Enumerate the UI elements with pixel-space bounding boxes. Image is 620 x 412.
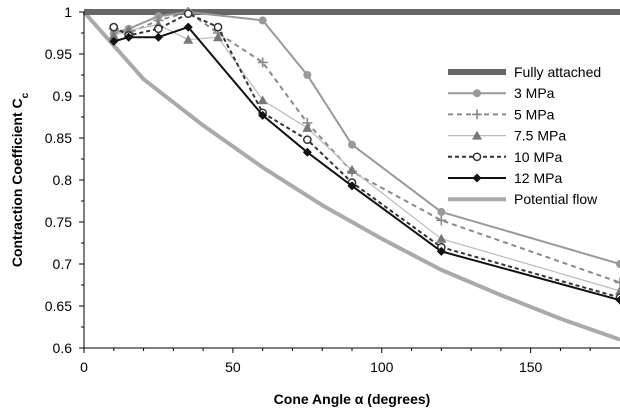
data-point (616, 260, 620, 268)
data-point (302, 147, 312, 157)
data-point (258, 16, 267, 25)
legend-item-10-mpa: 10 MPa (448, 149, 562, 165)
legend: Fully attached 3 MPa 5 MPa 7.5 MPa 10 MPa 12 … (448, 64, 601, 207)
data-point (436, 246, 446, 256)
legend-marker (472, 152, 482, 162)
legend-label: 3 MPa (514, 85, 555, 101)
legend-label: Potential flow (514, 191, 598, 207)
y-tick-label: 0.75 (45, 214, 72, 230)
data-point (124, 32, 134, 42)
legend-item-7-5-mpa: 7.5 MPa (448, 128, 566, 144)
data-point (154, 24, 163, 34)
y-tick-label: 0.8 (53, 172, 73, 188)
legend-item-5-mpa: 5 MPa (448, 106, 555, 122)
series-line-10-mpa (113, 12, 620, 299)
y-tick-label: 0.85 (45, 130, 72, 146)
axes: 0.6 0.65 0.7 0.75 0.8 0.85 0.9 0.95 1 0 50 100 150 (45, 4, 620, 375)
y-tick-label: 0.7 (53, 256, 73, 272)
data-point (213, 32, 223, 42)
data-point (257, 57, 268, 68)
series-line-potential-flow (82, 10, 620, 342)
y-axis-title-subscript: c (20, 92, 31, 98)
x-tick-label: 50 (225, 359, 241, 375)
series-potential-flow (82, 10, 620, 342)
series-line-5-mpa (113, 11, 620, 284)
data-point (348, 140, 356, 149)
y-tick-label: 1 (64, 4, 72, 20)
legend-item-3-mpa: 3 MPa (448, 85, 555, 101)
data-point (257, 95, 268, 105)
legend-label: 5 MPa (514, 106, 555, 122)
data-point (615, 277, 620, 288)
data-point (183, 22, 193, 32)
legend-label: 7.5 MPa (514, 128, 566, 144)
data-point (347, 181, 357, 191)
data-point (258, 110, 268, 120)
data-point (109, 36, 119, 46)
y-axis-title: Contraction Coefficient Cc (9, 92, 31, 267)
data-point (615, 285, 620, 295)
series-3-mpa (109, 8, 620, 268)
x-axis-title: Cone Angle α (degrees) (274, 391, 431, 407)
data-point (436, 215, 447, 226)
y-tick-label: 0.95 (45, 46, 72, 62)
legend-label: 10 MPa (514, 149, 562, 165)
data-point (436, 233, 447, 243)
legend-item-fully-attached: Fully attached (448, 64, 601, 80)
data-point (615, 295, 620, 305)
legend-label: 12 MPa (514, 170, 562, 186)
series-line-7-5-mpa (113, 24, 620, 292)
data-point (109, 22, 119, 32)
legend-marker (472, 109, 482, 120)
x-tick-label: 0 (80, 359, 88, 375)
data-point (302, 122, 313, 132)
series-12-mpa (109, 22, 620, 305)
data-point (303, 71, 312, 79)
x-tick-label: 100 (370, 359, 394, 375)
legend-marker (472, 130, 482, 140)
x-tick-label: 150 (519, 359, 543, 375)
y-tick-label: 0.6 (53, 340, 73, 356)
data-point (183, 34, 194, 44)
data-point (108, 30, 119, 40)
data-point (437, 207, 446, 216)
data-point (347, 164, 357, 174)
series-5-mpa (108, 7, 620, 288)
legend-item-potential-flow: Potential flow (448, 191, 598, 207)
data-point (153, 32, 163, 42)
legend-label: Fully attached (514, 64, 601, 80)
legend-item-12-mpa: 12 MPa (448, 170, 562, 186)
legend-marker (472, 173, 482, 183)
y-tick-label: 0.65 (45, 298, 72, 314)
y-tick-label: 0.9 (53, 88, 73, 104)
legend-marker (473, 89, 481, 98)
data-point (213, 22, 223, 32)
y-axis-title-main: Contraction Coefficient C (9, 98, 25, 267)
data-point (302, 135, 312, 145)
plot-area (82, 7, 620, 342)
data-point (183, 9, 193, 19)
